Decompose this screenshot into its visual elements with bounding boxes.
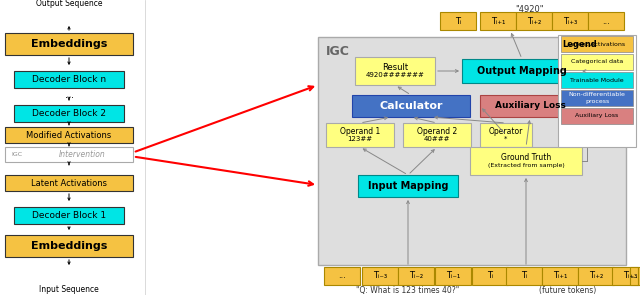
Text: Embeddings: Embeddings: [31, 39, 107, 49]
Text: Legend: Legend: [562, 40, 596, 49]
Text: Embeddings: Embeddings: [31, 241, 107, 251]
Text: Decoder Block n: Decoder Block n: [32, 75, 106, 84]
Text: ...: ...: [65, 90, 74, 100]
Text: *: *: [504, 136, 508, 142]
Bar: [561, 36, 633, 52]
Text: Operand 1: Operand 1: [340, 127, 380, 135]
Bar: [5, 147, 133, 162]
Bar: [480, 123, 532, 147]
Text: IGC: IGC: [326, 45, 350, 58]
Text: Latent Activations: Latent Activations: [31, 178, 107, 188]
Text: Modified Activations: Modified Activations: [26, 130, 111, 140]
Bar: [578, 267, 614, 285]
Text: Tᵢ₋₃: Tᵢ₋₃: [373, 271, 387, 281]
Text: Tᵢ₊₂: Tᵢ₊₂: [589, 271, 603, 281]
Text: process: process: [585, 99, 609, 104]
Bar: [440, 12, 476, 30]
Bar: [355, 57, 435, 85]
Text: Tᵢ₊₃: Tᵢ₊₃: [563, 17, 577, 25]
Text: Tᵢ₊₁: Tᵢ₊₁: [553, 271, 567, 281]
Text: Tᵢ: Tᵢ: [487, 271, 493, 281]
Text: Operator: Operator: [489, 127, 523, 135]
Text: (Extracted from sample): (Extracted from sample): [488, 163, 564, 168]
Bar: [362, 267, 398, 285]
Text: 40###: 40###: [424, 136, 451, 142]
Bar: [14, 207, 124, 224]
Text: 4920#######: 4920#######: [365, 72, 424, 78]
Text: Operand 2: Operand 2: [417, 127, 457, 135]
Text: Auxiliary Loss: Auxiliary Loss: [575, 114, 619, 119]
Text: Decoder Block 2: Decoder Block 2: [32, 109, 106, 118]
Bar: [480, 95, 580, 117]
Text: ...: ...: [338, 271, 346, 281]
Text: Intervention: Intervention: [58, 150, 105, 159]
Bar: [561, 72, 633, 88]
Text: Decoder Block 1: Decoder Block 1: [32, 211, 106, 220]
Bar: [435, 267, 471, 285]
Text: Tᵢ₋₁: Tᵢ₋₁: [446, 271, 460, 281]
Bar: [506, 267, 542, 285]
Text: Result: Result: [382, 63, 408, 71]
Bar: [358, 175, 458, 197]
Bar: [542, 267, 578, 285]
Text: Categorical data: Categorical data: [571, 60, 623, 65]
Text: ...: ...: [630, 271, 638, 281]
Bar: [14, 71, 124, 88]
Text: Tᵢ₊₁: Tᵢ₊₁: [491, 17, 505, 25]
Text: 123##: 123##: [348, 136, 372, 142]
Bar: [558, 35, 636, 147]
Text: "Q: What is 123 times 40?": "Q: What is 123 times 40?": [356, 286, 460, 294]
Text: Calculator: Calculator: [380, 101, 443, 111]
Text: Trainable Module: Trainable Module: [570, 78, 624, 83]
Bar: [470, 147, 582, 175]
Bar: [14, 105, 124, 122]
Bar: [5, 33, 133, 55]
Text: Tᵢ₋₂: Tᵢ₋₂: [409, 271, 423, 281]
Bar: [630, 267, 638, 285]
Text: Ground Truth: Ground Truth: [501, 153, 551, 161]
Text: Tᵢ₊₃: Tᵢ₊₃: [623, 271, 637, 281]
Text: Non-differentiable: Non-differentiable: [568, 93, 625, 98]
Bar: [318, 37, 626, 265]
Bar: [561, 90, 633, 106]
Bar: [462, 59, 582, 83]
Bar: [480, 12, 516, 30]
Bar: [472, 267, 508, 285]
Text: Auxiliary Loss: Auxiliary Loss: [495, 101, 565, 111]
Bar: [612, 267, 640, 285]
Bar: [5, 175, 133, 191]
Bar: [403, 123, 471, 147]
Bar: [588, 12, 624, 30]
Bar: [561, 108, 633, 124]
Bar: [326, 123, 394, 147]
Text: (future tokens): (future tokens): [540, 286, 596, 294]
Text: Input Sequence: Input Sequence: [39, 284, 99, 294]
Bar: [352, 95, 470, 117]
Bar: [552, 12, 588, 30]
Text: "4920": "4920": [516, 4, 544, 14]
Bar: [516, 12, 552, 30]
Text: Tᵢ: Tᵢ: [521, 271, 527, 281]
Text: Output Sequence: Output Sequence: [36, 0, 102, 9]
Text: Output Mapping: Output Mapping: [477, 66, 567, 76]
Text: Tᵢ₊₂: Tᵢ₊₂: [527, 17, 541, 25]
Bar: [398, 267, 434, 285]
Bar: [561, 54, 633, 70]
Bar: [5, 235, 133, 257]
Text: Latent Activations: Latent Activations: [568, 42, 625, 47]
Text: IGC: IGC: [11, 152, 22, 157]
Bar: [5, 127, 133, 143]
Text: ...: ...: [602, 17, 610, 25]
Bar: [324, 267, 360, 285]
Text: Input Mapping: Input Mapping: [368, 181, 448, 191]
Text: Tᵢ: Tᵢ: [455, 17, 461, 25]
